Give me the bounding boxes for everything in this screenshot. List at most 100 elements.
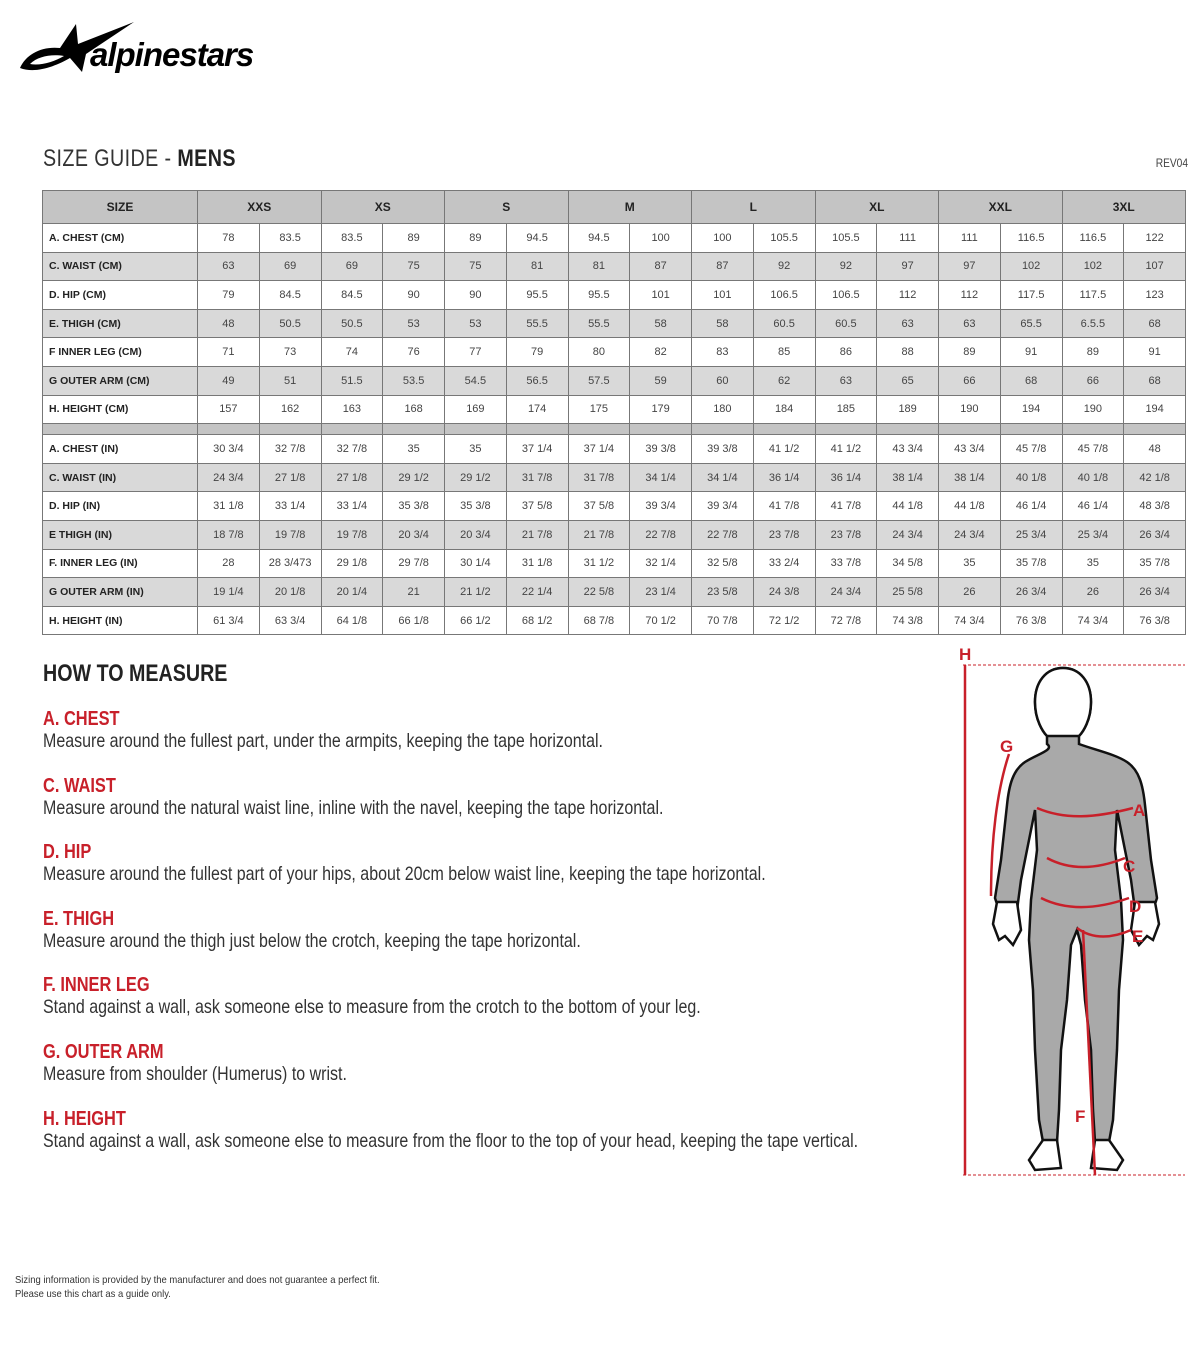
table-cell: 81 [567, 251, 631, 282]
table-cell: 26 [1061, 577, 1125, 607]
table-cell: 22 7/8 [691, 519, 754, 550]
table-cell: 33 7/8 [814, 548, 878, 579]
table-cell: 83.5 [320, 223, 384, 253]
alpinestars-logo: alpinestars [20, 22, 255, 73]
table-cell: 106.5 [752, 280, 816, 310]
table-cell: 24 3/4 [197, 462, 260, 493]
table-cell: 24 3/4 [814, 577, 878, 607]
table-cell: 37 1/4 [505, 434, 569, 464]
label-g: G [1000, 737, 1013, 756]
table-cell: 41 1/2 [814, 434, 878, 464]
table-cell: 30 1/4 [444, 548, 507, 579]
table-cell: 185 [814, 394, 878, 425]
row-label: F INNER LEG (CM) [42, 337, 198, 367]
table-cell: 169 [444, 394, 507, 425]
table-cell: 43 3/4 [938, 434, 1001, 464]
table-cell: 157 [197, 394, 260, 425]
table-cell: 28 3/473 [258, 548, 322, 579]
table-cell: 88 [876, 337, 939, 367]
table-cell: 50.5 [320, 308, 384, 339]
table-cell: 20 1/4 [320, 577, 384, 607]
table-cell: 66 1/2 [444, 605, 507, 636]
table-cell: 76 3/8 [999, 605, 1063, 636]
table-cell: 122 [1123, 223, 1186, 253]
table-cell: 97 [876, 251, 939, 282]
table-cell: 32 7/8 [258, 434, 322, 464]
table-cell: 48 3/8 [1123, 491, 1186, 521]
table-cell: 21 7/8 [505, 519, 569, 550]
table-cell: 23 7/8 [752, 519, 816, 550]
table-cell: 23 7/8 [814, 519, 878, 550]
table-cell: 33 2/4 [752, 548, 816, 579]
head-hands-feet [991, 666, 1161, 1172]
table-cell: 39 3/4 [629, 491, 692, 521]
table-cell: 21 1/2 [444, 577, 507, 607]
table-cell: 40 1/8 [1061, 462, 1125, 493]
table-cell: 190 [1061, 394, 1125, 425]
table-cell: 75 [382, 251, 445, 282]
body-measurement-diagram: H G A C D E F [959, 645, 1185, 1176]
table-cell: 90 [444, 280, 507, 310]
table-cell: 58 [629, 308, 692, 339]
table-cell: 175 [567, 394, 631, 425]
table-cell: 63 [876, 308, 939, 339]
table-cell: 112 [876, 280, 939, 310]
measure-heading: C. WAIST [43, 774, 116, 797]
label-a: A [1133, 801, 1145, 820]
table-row: D. HIP (CM) 79 84.5 84.5 90 90 95.5 95.5 101 101 1… [42, 280, 1186, 310]
table-cell: 29 7/8 [382, 548, 445, 579]
table-cell: 105.5 [814, 223, 878, 253]
table-cell: 84.5 [320, 280, 384, 310]
table-cell: 92 [752, 251, 816, 282]
table-cell: 74 3/4 [938, 605, 1001, 636]
size-table: SIZE XXS XS S M L XL XXL 3XL A. CHEST (CM) 78 83.5… [42, 190, 1186, 636]
measure-description: Stand against a wall, ask someone else t… [43, 996, 701, 1019]
table-cell: 53.5 [382, 365, 445, 396]
table-cell: 94.5 [505, 223, 569, 253]
table-cell: 40 1/8 [999, 462, 1063, 493]
table-cell: 101 [691, 280, 754, 310]
table-cell: 84.5 [258, 280, 322, 310]
table-cell: 117.5 [999, 280, 1063, 310]
table-cell: 65.5 [999, 308, 1063, 339]
table-cell: 95.5 [567, 280, 631, 310]
table-cell: 106.5 [814, 280, 878, 310]
table-cell: 35 [938, 548, 1001, 579]
measure-item: C. WAIST Measure around the natural waist… [43, 775, 800, 819]
table-row: F INNER LEG (CM) 71 73 74 76 77 79 80 82 83 85 86 88… [42, 337, 1186, 367]
table-cell: 60 [691, 365, 754, 396]
table-cell: 74 [320, 337, 384, 367]
table-cell: 123 [1123, 280, 1186, 310]
svg-text:alpinestars: alpinestars [90, 36, 254, 73]
table-cell: 20 1/8 [258, 577, 322, 607]
table-cell: 18 7/8 [197, 519, 260, 550]
measure-item: G. OUTER ARM Measure from shoulder (Humer… [43, 1041, 414, 1085]
size-header-xxl: XXL [938, 190, 1063, 224]
table-cell: 31 1/8 [197, 491, 260, 521]
table-separator [42, 423, 1186, 436]
table-cell: 101 [629, 280, 692, 310]
table-cell: 79 [505, 337, 569, 367]
table-cell: 86 [814, 337, 878, 367]
table-cell: 29 1/2 [382, 462, 445, 493]
table-cell: 35 [1061, 548, 1125, 579]
table-cell: 32 1/4 [629, 548, 692, 579]
measure-heading: H. HEIGHT [43, 1107, 126, 1130]
table-cell: 179 [629, 394, 692, 425]
page-title: SIZE GUIDE - MENS [43, 145, 236, 172]
table-cell: 23 5/8 [691, 577, 754, 607]
table-row: A. CHEST (CM) 78 83.5 83.5 89 89 94.5 94.5 100 10… [42, 223, 1186, 253]
table-cell: 91 [999, 337, 1063, 367]
measure-description: Measure from shoulder (Humerus) to wrist… [43, 1063, 347, 1085]
table-row: A. CHEST (IN) 30 3/4 32 7/8 32 7/8 35 35 37 1/… [42, 434, 1186, 464]
table-row: E. THIGH (CM) 48 50.5 50.5 53 53 55.5 55.5 58 58 6… [42, 308, 1186, 339]
measure-item: F. INNER LEG Stand against a wall, ask so… [43, 974, 845, 1018]
measurement-lines [963, 664, 1185, 1176]
table-cell: 41 7/8 [814, 491, 878, 521]
table-row: G OUTER ARM (IN) 19 1/4 20 1/8 20 1/4 21 21 1… [42, 577, 1186, 607]
label-d: D [1129, 897, 1141, 916]
table-cell: 60.5 [814, 308, 878, 339]
table-cell: 63 3/4 [258, 605, 322, 636]
table-cell: 61 3/4 [197, 605, 260, 636]
table-cell: 58 [691, 308, 754, 339]
